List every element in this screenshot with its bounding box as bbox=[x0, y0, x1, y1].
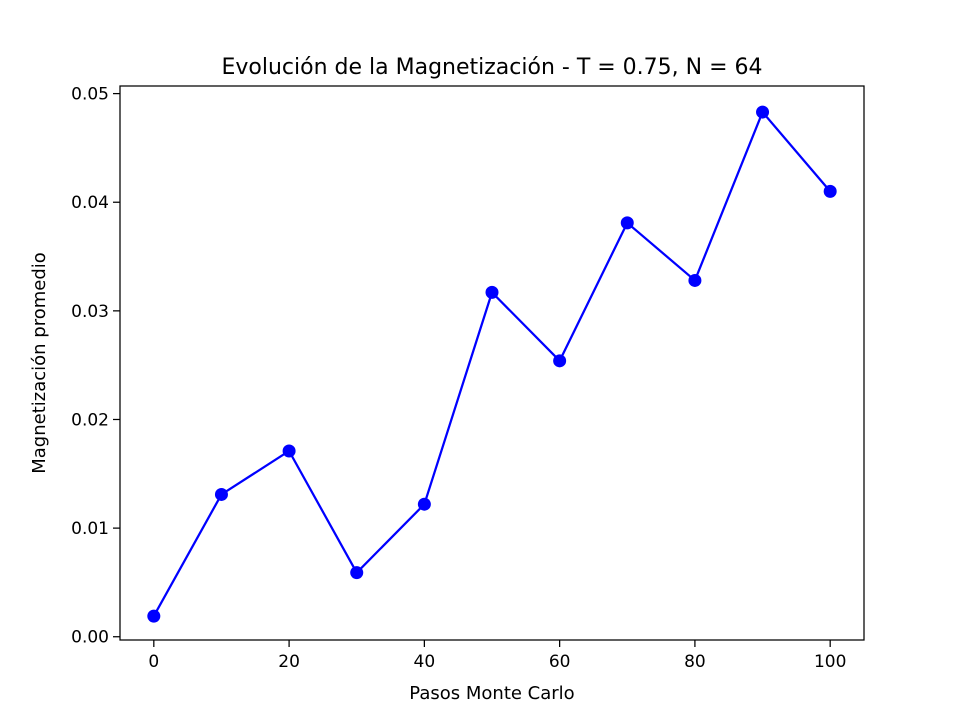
data-point bbox=[756, 105, 770, 119]
data-point bbox=[417, 497, 431, 511]
plot-frame bbox=[119, 85, 865, 641]
y-tick-label: 0.04 bbox=[71, 193, 109, 213]
data-point bbox=[553, 354, 567, 368]
data-point bbox=[350, 566, 364, 580]
x-tick-label: 80 bbox=[684, 652, 706, 672]
x-axis-label: Pasos Monte Carlo bbox=[409, 683, 574, 704]
x-tick-label: 0 bbox=[148, 652, 159, 672]
y-tick-label: 0.01 bbox=[71, 519, 109, 539]
data-point bbox=[823, 184, 837, 198]
y-tick-label: 0.02 bbox=[71, 410, 109, 430]
x-axis-ticks: 0 20 40 60 80 100 bbox=[148, 640, 846, 672]
data-point bbox=[282, 444, 296, 458]
y-tick-label: 0.00 bbox=[71, 628, 109, 648]
data-point bbox=[688, 273, 702, 287]
data-point bbox=[485, 285, 499, 299]
y-tick-label: 0.05 bbox=[71, 85, 109, 105]
data-point bbox=[214, 487, 228, 501]
x-tick-label: 40 bbox=[414, 652, 436, 672]
plot-area bbox=[120, 86, 864, 640]
y-tick-label: 0.03 bbox=[71, 302, 109, 322]
x-tick-label: 100 bbox=[814, 652, 846, 672]
data-point bbox=[620, 216, 634, 230]
data-point bbox=[147, 609, 161, 623]
series-layer bbox=[147, 105, 837, 623]
chart-title: Evolución de la Magnetización - T = 0.75… bbox=[221, 55, 762, 80]
y-axis-label: Magnetización promedio bbox=[29, 252, 50, 474]
x-tick-label: 20 bbox=[278, 652, 300, 672]
y-axis-ticks: 0.00 0.01 0.02 0.03 0.04 0.05 bbox=[71, 85, 120, 648]
x-tick-label: 60 bbox=[549, 652, 571, 672]
